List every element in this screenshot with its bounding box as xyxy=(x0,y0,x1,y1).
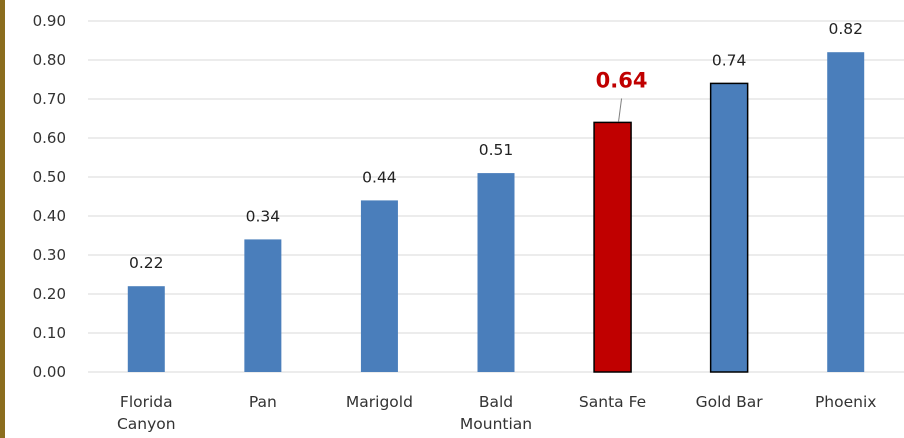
data-label: 0.44 xyxy=(362,168,397,186)
bar-marigold xyxy=(360,200,398,372)
bar-phoenix xyxy=(827,52,865,372)
data-label: 0.74 xyxy=(712,51,747,69)
frame-left-border xyxy=(0,0,5,438)
category-label-line: Canyon xyxy=(117,415,176,433)
data-label: 0.22 xyxy=(129,254,164,272)
y-tick-label: 0.90 xyxy=(33,12,66,30)
category-label-line: Florida xyxy=(120,393,173,411)
category-label: Pan xyxy=(249,393,277,411)
y-tick-label: 0.00 xyxy=(33,363,66,381)
category-labels: Florida Canyon Pan Marigold Bald Mountian Sant… xyxy=(117,393,876,433)
category-label-line: Santa Fe xyxy=(579,393,646,411)
data-label: 0.82 xyxy=(828,20,863,38)
category-label-line: Pan xyxy=(249,393,277,411)
data-labels: 0.22 0.34 0.44 0.51 0.64 0.74 0.82 xyxy=(129,20,863,272)
y-tick-label: 0.80 xyxy=(33,51,66,69)
data-label-leader-line xyxy=(618,98,623,122)
data-label: 0.51 xyxy=(479,141,514,159)
category-label: Santa Fe xyxy=(579,393,646,411)
y-tick-label: 0.50 xyxy=(33,168,66,186)
y-tick-label: 0.70 xyxy=(33,90,66,108)
gridlines xyxy=(88,20,904,373)
category-label: Bald Mountian xyxy=(460,393,532,433)
bar-florida-canyon xyxy=(127,286,165,372)
category-label: Gold Bar xyxy=(696,393,764,411)
data-label: 0.64 xyxy=(596,68,648,92)
bar-bald-mountian xyxy=(477,173,515,372)
data-label: 0.34 xyxy=(246,207,281,225)
category-label-line: Marigold xyxy=(346,393,413,411)
category-label-line: Bald xyxy=(479,393,513,411)
category-label: Marigold xyxy=(346,393,413,411)
y-tick-label: 0.30 xyxy=(33,246,66,264)
category-label-line: Gold Bar xyxy=(696,393,764,411)
category-label: Phoenix xyxy=(815,393,877,411)
y-tick-label: 0.60 xyxy=(33,129,66,147)
category-label-line: Mountian xyxy=(460,415,532,433)
y-tick-label: 0.20 xyxy=(33,285,66,303)
bars xyxy=(127,52,865,373)
bar-santa-fe xyxy=(593,121,632,373)
bar-pan xyxy=(244,239,282,372)
y-tick-label: 0.10 xyxy=(33,324,66,342)
category-label-line: Phoenix xyxy=(815,393,877,411)
y-axis-tick-labels: 0.00 0.10 0.20 0.30 0.40 0.50 0.60 0.70 0.80 0.90 xyxy=(33,12,66,381)
bar-gold-bar xyxy=(709,82,749,373)
category-label: Florida Canyon xyxy=(117,393,176,433)
y-tick-label: 0.40 xyxy=(33,207,66,225)
